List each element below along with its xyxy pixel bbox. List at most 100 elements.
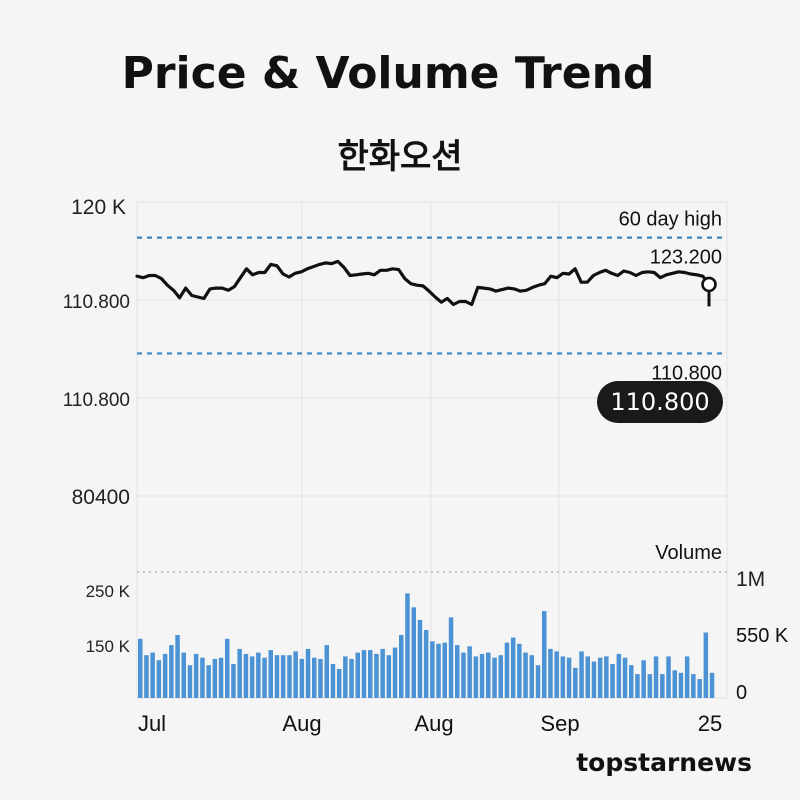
- volume-bar: [479, 653, 485, 698]
- volume-bar: [144, 655, 149, 698]
- volume-bar: [405, 593, 410, 698]
- volume-bar: [660, 674, 665, 698]
- volume-bar: [231, 664, 236, 698]
- volume-bar: [610, 664, 615, 698]
- volume-bar: [653, 656, 659, 698]
- price-tick-label: 120 K: [71, 196, 126, 219]
- volume-bar: [218, 657, 224, 698]
- volume-bar: [305, 648, 311, 698]
- reference-lines: 60 day high 123.200 110.800: [137, 209, 727, 384]
- volume-bar: [448, 617, 454, 698]
- volume-bar: [597, 657, 603, 698]
- volume-bar: [181, 652, 186, 698]
- volume-bar: [318, 658, 323, 698]
- volume-bar: [249, 656, 255, 698]
- price-tick-label: 110.800: [63, 292, 130, 313]
- volume-bar: [473, 656, 479, 698]
- x-tick-label: Aug: [282, 711, 321, 736]
- volume-bar: [684, 656, 690, 698]
- volume-bar: [299, 658, 305, 698]
- volume-bar: [529, 655, 534, 698]
- price-tick-label: 110.800: [63, 390, 130, 411]
- volume-bar: [423, 630, 429, 698]
- x-tick-label: Jul: [138, 711, 166, 736]
- plot-frame: [136, 201, 728, 699]
- volume-bar: [535, 665, 541, 698]
- grid: [136, 201, 728, 699]
- volume-bar: [175, 635, 180, 698]
- volume-bar: [461, 652, 466, 698]
- volume-bar: [237, 648, 242, 698]
- volume-bar: [169, 645, 174, 698]
- volume-bar: [193, 653, 199, 698]
- volume-bar: [566, 657, 572, 698]
- volume-bar: [691, 674, 696, 698]
- reference-line-label: 60 day high: [619, 209, 722, 231]
- volume-bar: [604, 656, 609, 698]
- volume-bar: [442, 642, 447, 698]
- volume-bar: [330, 664, 336, 698]
- brand-logo: topstarnews: [576, 748, 752, 777]
- chart-subtitle: 한화오션: [337, 137, 462, 177]
- volume-bar: [417, 619, 423, 698]
- volume-bar: [256, 652, 261, 698]
- volume-bar: [212, 658, 218, 698]
- volume-bar: [386, 655, 392, 698]
- volume-bar: [635, 674, 640, 698]
- volume-bar: [274, 655, 280, 698]
- volume-left-tick-label: 150 K: [86, 637, 131, 656]
- volume-bar: [585, 656, 590, 698]
- volume-bar: [411, 607, 416, 698]
- volume-bar: [486, 652, 491, 698]
- volume-left-tick-label: 250 K: [86, 582, 131, 601]
- volume-bar: [268, 650, 273, 698]
- volume-bar: [554, 651, 559, 698]
- volume-bar: [380, 648, 385, 698]
- volume-right-tick-label: 1M: [736, 568, 765, 591]
- volume-bar: [243, 653, 249, 698]
- volume-right-tick-label: 550 K: [736, 625, 789, 647]
- reference-line-value: 110.800: [651, 362, 722, 384]
- volume-bar: [150, 652, 155, 698]
- volume-bar: [678, 672, 684, 698]
- reference-line-value: 123.200: [650, 247, 722, 269]
- volume-right-tick-label: 0: [736, 682, 747, 704]
- volume-label: Volume: [655, 542, 722, 564]
- volume-bar: [641, 660, 646, 698]
- volume-bar: [560, 656, 566, 698]
- volume-bar: [517, 643, 522, 698]
- volume-bar: [162, 653, 168, 698]
- volume-bar: [262, 657, 267, 698]
- volume-bar: [709, 672, 715, 698]
- price-line: [135, 259, 711, 307]
- volume-bar: [399, 635, 404, 698]
- volume-bars: [138, 593, 715, 698]
- last-price-badge: [597, 381, 723, 423]
- volume-bar: [548, 648, 553, 698]
- volume-bar: [542, 611, 547, 698]
- volume-bar: [336, 669, 342, 698]
- volume-bar: [492, 657, 497, 698]
- volume-bar: [504, 642, 510, 698]
- volume-bar: [697, 679, 702, 698]
- volume-bar: [510, 637, 516, 698]
- last-price-badge-text: 110.800: [610, 388, 709, 416]
- volume-bar: [368, 650, 373, 698]
- volume-bar: [523, 652, 528, 698]
- chart-title: Price & Volume Trend: [122, 48, 655, 99]
- volume-bar: [436, 643, 441, 698]
- volume-bar: [467, 646, 472, 698]
- volume-bar: [156, 660, 162, 698]
- volume-bar: [187, 665, 193, 698]
- volume-bar: [361, 650, 367, 698]
- volume-bar: [622, 657, 628, 698]
- x-tick-label: 25: [698, 711, 722, 736]
- volume-axis: Volume 250 K 150 K 1M 550 K 0: [86, 542, 789, 704]
- last-price-marker: [701, 276, 717, 293]
- volume-bar: [287, 655, 292, 698]
- volume-bar: [629, 665, 634, 698]
- x-tick-label: Aug: [414, 711, 453, 736]
- volume-bar: [579, 651, 584, 698]
- volume-bar: [666, 656, 671, 698]
